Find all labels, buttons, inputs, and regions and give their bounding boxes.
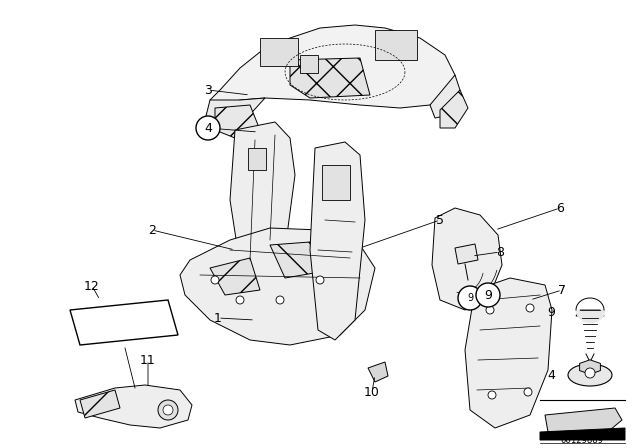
Circle shape <box>276 296 284 304</box>
Circle shape <box>458 286 482 310</box>
Circle shape <box>316 276 324 284</box>
Circle shape <box>488 391 496 399</box>
Circle shape <box>211 276 219 284</box>
Polygon shape <box>215 105 260 140</box>
Text: 4: 4 <box>204 121 212 134</box>
Polygon shape <box>210 25 455 108</box>
Circle shape <box>163 405 173 415</box>
Text: 00129889: 00129889 <box>561 436 604 445</box>
Text: 4: 4 <box>547 369 555 382</box>
Polygon shape <box>545 408 622 432</box>
Text: 1: 1 <box>214 311 222 324</box>
Ellipse shape <box>568 364 612 386</box>
Circle shape <box>158 400 178 420</box>
Polygon shape <box>540 428 625 440</box>
Text: 2: 2 <box>148 224 156 237</box>
Text: 10: 10 <box>364 385 380 399</box>
Polygon shape <box>310 142 365 340</box>
Circle shape <box>476 283 500 307</box>
Polygon shape <box>580 360 600 374</box>
Text: 5: 5 <box>436 214 444 227</box>
Polygon shape <box>205 98 265 130</box>
Bar <box>375 30 417 60</box>
Text: 3: 3 <box>204 83 212 96</box>
Text: 12: 12 <box>84 280 100 293</box>
Bar <box>300 55 318 73</box>
Polygon shape <box>465 278 552 428</box>
Text: 9: 9 <box>467 293 473 303</box>
Circle shape <box>585 368 595 378</box>
Polygon shape <box>180 228 375 345</box>
Text: 8: 8 <box>496 246 504 258</box>
Polygon shape <box>368 362 388 382</box>
Circle shape <box>524 388 532 396</box>
Polygon shape <box>75 385 192 428</box>
Polygon shape <box>455 244 478 264</box>
Polygon shape <box>576 310 604 316</box>
Text: 6: 6 <box>556 202 564 215</box>
Text: 7: 7 <box>558 284 566 297</box>
Text: 11: 11 <box>140 353 156 366</box>
Bar <box>322 165 350 200</box>
Polygon shape <box>210 258 260 295</box>
Polygon shape <box>80 390 120 418</box>
Polygon shape <box>270 242 320 278</box>
Circle shape <box>196 116 220 140</box>
Bar <box>260 38 298 66</box>
Polygon shape <box>290 58 370 98</box>
Bar <box>248 148 266 170</box>
Polygon shape <box>440 90 468 128</box>
Polygon shape <box>432 208 502 310</box>
Polygon shape <box>230 122 295 275</box>
Circle shape <box>236 296 244 304</box>
Text: 9: 9 <box>484 289 492 302</box>
Polygon shape <box>430 75 460 118</box>
Circle shape <box>526 304 534 312</box>
Text: 9: 9 <box>547 306 555 319</box>
Circle shape <box>486 306 494 314</box>
